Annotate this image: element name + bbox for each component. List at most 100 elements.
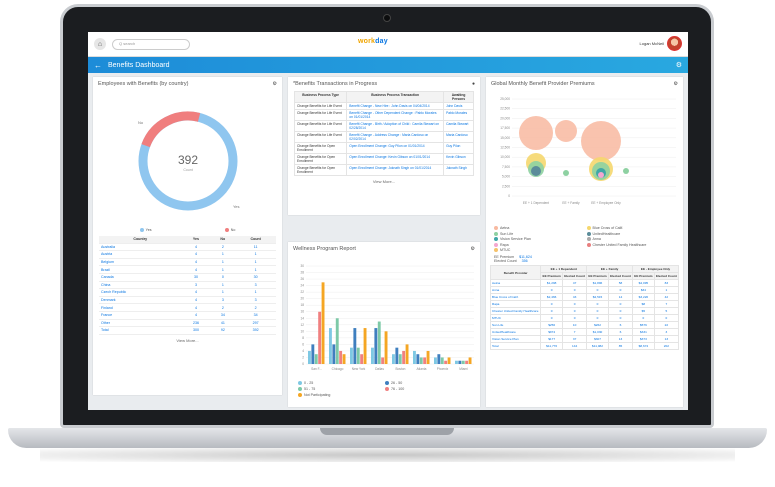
- count-cell[interactable]: 1: [210, 281, 236, 290]
- bar-2-3[interactable]: [377, 321, 381, 364]
- view-more-link[interactable]: View More...: [372, 179, 396, 184]
- premium-cell[interactable]: $34: [632, 286, 655, 294]
- search-input[interactable]: Q search: [112, 38, 190, 50]
- provider-cell[interactable]: Sun Life: [489, 321, 542, 329]
- premium-cell[interactable]: 6: [607, 328, 634, 336]
- premium-cell[interactable]: 5: [653, 307, 680, 315]
- provider-cell[interactable]: UnitedHealthcare: [489, 328, 542, 336]
- bar-1-6[interactable]: [437, 354, 441, 364]
- bar-4-6[interactable]: [447, 357, 451, 364]
- count-cell[interactable]: 41: [210, 319, 236, 328]
- country-cell[interactable]: Belgium: [99, 258, 182, 267]
- bar-3-5[interactable]: [423, 357, 427, 364]
- table-row[interactable]: China 3 1 3: [99, 281, 276, 290]
- bar-2-4[interactable]: [398, 354, 402, 364]
- premium-cell[interactable]: $3,220: [632, 293, 655, 301]
- count-cell[interactable]: 92: [210, 326, 236, 335]
- premium-cell[interactable]: 10: [561, 321, 588, 329]
- premium-cell[interactable]: 0: [561, 314, 588, 322]
- premium-cell[interactable]: $1,030: [586, 328, 609, 336]
- bar-1-3[interactable]: [374, 328, 378, 364]
- count-cell[interactable]: 297: [235, 319, 276, 328]
- premium-cell[interactable]: $974: [540, 328, 563, 336]
- awaiting-person-link[interactable]: Maria Cardoso: [443, 131, 474, 143]
- table-row[interactable]: Change Benefits for Open Enrollment Open …: [293, 164, 474, 176]
- premium-cell[interactable]: 0: [607, 286, 634, 294]
- table-row[interactable]: Total 300 92 392: [99, 326, 276, 335]
- bar-4-5[interactable]: [426, 350, 430, 364]
- premium-cell[interactable]: 0: [632, 314, 655, 322]
- gear-icon[interactable]: ⚙: [675, 62, 682, 69]
- bar-0-4[interactable]: [392, 354, 395, 364]
- premium-cell[interactable]: $1,298: [540, 279, 563, 287]
- count-cell[interactable]: 34: [210, 311, 236, 320]
- premium-cell[interactable]: 13: [607, 335, 634, 343]
- table-row[interactable]: Sun Life $256 10 $262 6 $576 22: [489, 321, 680, 329]
- table-row[interactable]: UnitedHealthcare $974 7 $1,030 6 $331 3: [489, 328, 680, 336]
- premium-cell[interactable]: $256: [540, 321, 563, 329]
- panel-tools-icon[interactable]: ⚙: [470, 246, 475, 252]
- provider-cell[interactable]: Vision Service Plan: [489, 335, 542, 343]
- table-row[interactable]: Finland 4 2 2: [99, 303, 276, 312]
- bar-1-1[interactable]: [332, 344, 336, 364]
- table-row[interactable]: France 4 34 34: [99, 311, 276, 320]
- transaction-link[interactable]: Benefit Change - Other Dependent Change …: [346, 109, 445, 121]
- bar-4-4[interactable]: [405, 344, 409, 364]
- premium-cell[interactable]: 0: [586, 314, 609, 322]
- bar-2-6[interactable]: [440, 357, 444, 364]
- bar-0-2[interactable]: [350, 347, 353, 364]
- count-cell[interactable]: 392: [235, 326, 276, 335]
- premium-cell[interactable]: $177: [540, 335, 563, 343]
- count-cell[interactable]: 1: [235, 265, 276, 274]
- table-row[interactable]: Total $11,776 144 $11,082 85 $8,674 202: [489, 342, 680, 350]
- count-cell[interactable]: 4: [181, 296, 211, 305]
- transaction-link[interactable]: Benefit Change - New Hire : John Davis o…: [346, 102, 445, 110]
- country-cell[interactable]: Other: [99, 319, 182, 328]
- premium-cell[interactable]: 0: [561, 307, 588, 315]
- info-icon[interactable]: ●: [471, 81, 475, 87]
- count-cell[interactable]: 11: [235, 243, 276, 252]
- bar-4-2[interactable]: [363, 328, 367, 364]
- panel-tools-icon[interactable]: ⚙: [673, 81, 678, 87]
- awaiting-person-link[interactable]: Guy Pilon: [443, 142, 474, 154]
- provider-cell[interactable]: Rapa: [489, 300, 542, 308]
- table-row[interactable]: Vision Service Plan $177 37 $307 13 $373 13: [489, 335, 680, 343]
- premium-cell[interactable]: 13: [653, 335, 680, 343]
- count-cell[interactable]: 3: [235, 296, 276, 305]
- premium-cell[interactable]: $8,674: [632, 342, 655, 350]
- table-row[interactable]: Australia 4 2 11: [99, 243, 276, 252]
- bar-0-6[interactable]: [434, 357, 437, 364]
- transaction-link[interactable]: Open Enrollment Change: Kevin Gibson on …: [346, 153, 445, 165]
- count-cell[interactable]: 2: [235, 303, 276, 312]
- count-cell[interactable]: 4: [181, 258, 211, 267]
- country-cell[interactable]: Finland: [99, 303, 182, 312]
- premium-cell[interactable]: $2,466: [540, 293, 563, 301]
- count-cell[interactable]: 0: [210, 273, 236, 282]
- premium-cell[interactable]: 37: [561, 335, 588, 343]
- country-cell[interactable]: France: [99, 311, 182, 320]
- premium-cell[interactable]: $4,095: [632, 279, 655, 287]
- bar-0-3[interactable]: [371, 347, 374, 364]
- count-cell[interactable]: 4: [181, 250, 211, 259]
- count-cell[interactable]: 4: [181, 265, 211, 274]
- premium-cell[interactable]: 42: [653, 293, 680, 301]
- table-row[interactable]: MTUC 0 0 0 0 0 0: [489, 314, 680, 322]
- country-cell[interactable]: China: [99, 281, 182, 290]
- premium-cell[interactable]: 6: [607, 321, 634, 329]
- count-cell[interactable]: 4: [181, 288, 211, 297]
- count-cell[interactable]: 2: [210, 243, 236, 252]
- table-row[interactable]: Belgium 4 1 1: [99, 258, 276, 267]
- count-cell[interactable]: 3: [181, 281, 211, 290]
- country-cell[interactable]: Canada: [99, 273, 182, 282]
- premium-cell[interactable]: $262: [586, 321, 609, 329]
- bar-1-2[interactable]: [353, 328, 357, 364]
- table-row[interactable]: Change Benefits for Life Event Benefit Ch…: [293, 131, 474, 143]
- table-row[interactable]: Austria 4 1 1: [99, 250, 276, 259]
- premium-cell[interactable]: 0: [540, 300, 563, 308]
- table-row[interactable]: Anna 0 0 0 0 $34 1: [489, 286, 680, 294]
- premium-cell[interactable]: 0: [653, 314, 680, 322]
- bar-2-5[interactable]: [419, 357, 423, 364]
- count-cell[interactable]: 30: [181, 273, 211, 282]
- awaiting-person-link[interactable]: Joknath Singh: [443, 164, 474, 176]
- premium-cell[interactable]: 0: [561, 286, 588, 294]
